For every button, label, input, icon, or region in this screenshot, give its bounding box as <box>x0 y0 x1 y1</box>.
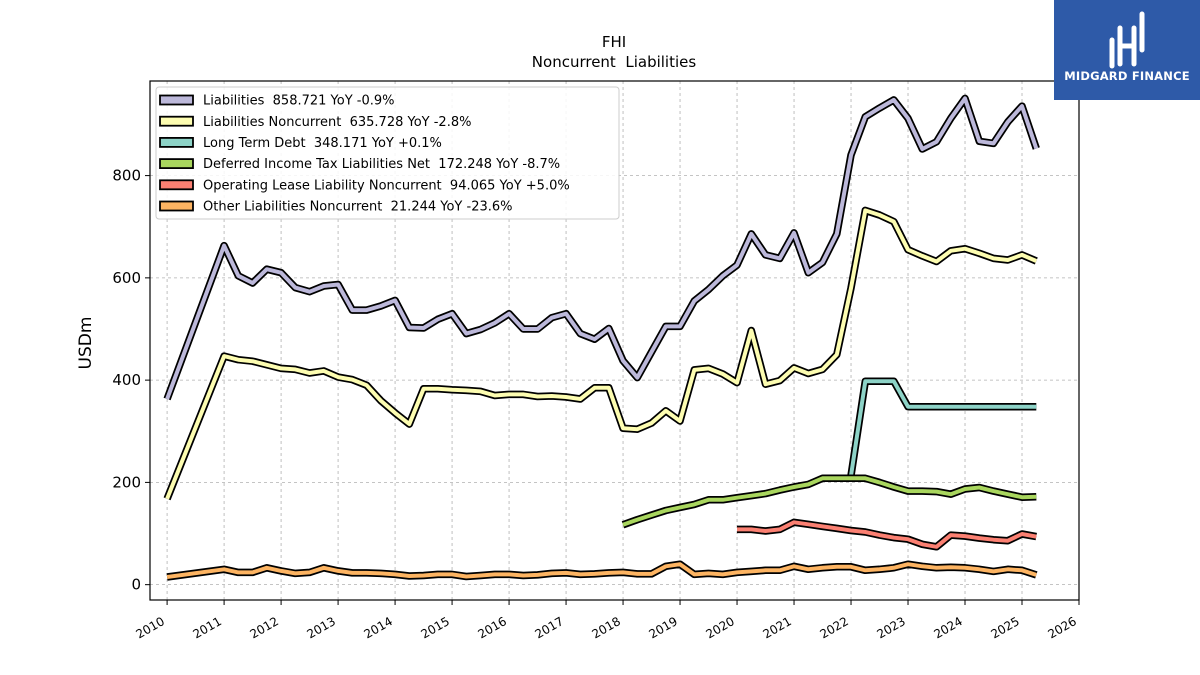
x-tick-label: 2010 <box>134 614 167 641</box>
y-tick-label: 800 <box>112 167 141 185</box>
legend-entry: Liabilities Noncurrent 635.728 YoY -2.8% <box>203 115 471 130</box>
x-tick-label: 2017 <box>532 614 565 641</box>
x-tick-label: 2013 <box>305 614 338 641</box>
y-tick-label: 600 <box>112 269 141 287</box>
series-4 <box>737 518 1037 551</box>
series-line-outline <box>621 474 1037 529</box>
series-line <box>165 208 1038 500</box>
x-tick-label: 2023 <box>874 614 907 641</box>
series-line <box>166 562 1037 579</box>
x-tick-label: 2014 <box>362 614 395 641</box>
series-layer <box>163 94 1040 581</box>
x-tick-label: 2024 <box>931 614 964 641</box>
series-line <box>849 379 1037 476</box>
legend-swatch <box>159 115 194 127</box>
legend-entry: Deferred Income Tax Liabilities Net 172.… <box>203 157 560 172</box>
brand-name: MIDGARD FINANCE <box>1064 69 1190 83</box>
x-tick-label: 2019 <box>646 614 679 641</box>
x-tick-label: 2021 <box>760 614 793 641</box>
midgard-logo-icon <box>1109 11 1145 69</box>
x-tick-label: 2022 <box>817 614 850 641</box>
series-line <box>165 96 1039 400</box>
x-tick-label: 2012 <box>248 614 281 641</box>
series-line <box>737 520 1037 549</box>
brand-logo: MIDGARD FINANCE <box>1054 0 1200 100</box>
plot-frame <box>149 80 1080 601</box>
legend-entry: Other Liabilities Noncurrent 21.244 YoY … <box>203 200 513 215</box>
legend-swatch <box>159 94 194 106</box>
x-tick-label: 2018 <box>589 614 622 641</box>
series-5 <box>166 560 1038 581</box>
y-axis-label: USDm <box>76 317 96 370</box>
legend-entry: Long Term Debt 348.171 YoY +0.1% <box>203 136 442 151</box>
series-1 <box>163 206 1038 501</box>
legend-swatch <box>159 158 194 170</box>
legend-swatch <box>159 179 194 191</box>
y-tick-label: 200 <box>112 473 141 491</box>
legend-entry: Liabilities 858.721 YoY -0.9% <box>203 94 395 109</box>
y-tick-label: 400 <box>112 371 141 389</box>
series-line-outline <box>163 206 1038 501</box>
legend-box <box>155 86 620 220</box>
x-tick-label: 2025 <box>988 614 1021 641</box>
legend-swatch <box>159 136 194 148</box>
x-tick-label: 2011 <box>191 614 224 641</box>
legend-swatch <box>159 200 194 212</box>
series-3 <box>621 474 1037 529</box>
legend: Liabilities 858.721 YoY -0.9% Liabilities… <box>155 86 620 220</box>
x-tick-label: 2016 <box>476 614 509 641</box>
x-tick-label: 2020 <box>703 614 736 641</box>
y-tick-label: 0 <box>131 576 141 594</box>
chart-title: FHI <box>602 33 626 51</box>
x-tick-label: 2026 <box>1045 614 1078 641</box>
series-line <box>622 476 1037 527</box>
series-2 <box>847 377 1037 477</box>
x-tick-label: 2015 <box>419 614 452 641</box>
series-0 <box>163 94 1040 401</box>
series-line-outline <box>847 377 1037 477</box>
chart-subtitle: Noncurrent Liabilities <box>532 53 697 71</box>
legend-entry: Operating Lease Liability Noncurrent 94.… <box>203 178 570 193</box>
